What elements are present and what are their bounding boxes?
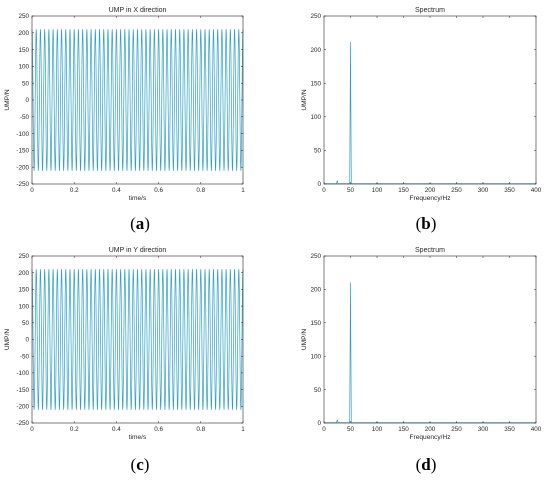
x-tick-label: 150	[398, 187, 409, 194]
x-tick-label: 0.2	[70, 187, 79, 194]
y-tick-label: -250	[16, 181, 29, 188]
x-tick-label: 150	[398, 426, 409, 433]
y-tick-label: 150	[310, 320, 321, 327]
x-tick-label: 100	[372, 187, 383, 194]
x-tick-label: 0.8	[196, 426, 205, 433]
x-axis-label: time/s	[129, 195, 147, 202]
x-tick-label: 400	[531, 426, 542, 433]
x-tick-label: 0	[30, 426, 34, 433]
x-tick-label: 0	[30, 187, 34, 194]
y-tick-label: 200	[310, 47, 321, 54]
x-tick-label: 400	[531, 187, 542, 194]
caption-b: (b)	[415, 214, 437, 233]
chart-title: Spectrum	[415, 7, 445, 14]
y-tick-label: 50	[22, 80, 30, 87]
y-axis-label: UMP/N	[301, 329, 308, 350]
y-tick-label: 200	[18, 270, 29, 277]
x-tick-label: 200	[425, 187, 436, 194]
y-tick-label: -100	[16, 370, 29, 377]
x-tick-label: 250	[451, 187, 462, 194]
y-tick-label: 200	[18, 30, 29, 37]
x-tick-label: 300	[478, 187, 489, 194]
caption-a: (a)	[130, 214, 150, 233]
y-tick-label: 250	[310, 13, 321, 20]
y-tick-label: 50	[22, 320, 30, 327]
x-tick-label: 0.6	[154, 426, 163, 433]
x-axis-label: Frequency/Hz	[409, 195, 450, 202]
x-tick-label: 0.4	[112, 426, 121, 433]
x-tick-label: 0.6	[154, 187, 163, 194]
y-tick-label: -50	[20, 114, 30, 121]
chart-title: UMP in X direction	[109, 7, 167, 14]
y-tick-label: 50	[314, 387, 322, 394]
y-tick-label: 0	[317, 181, 321, 188]
y-tick-label: 100	[18, 303, 29, 310]
y-tick-label: -50	[20, 353, 30, 360]
y-tick-label: 0	[25, 97, 29, 104]
y-tick-label: -200	[16, 164, 29, 171]
chart-title: UMP in Y direction	[109, 247, 167, 254]
x-tick-label: 200	[425, 426, 436, 433]
x-tick-label: 1	[241, 426, 245, 433]
x-tick-label: 350	[504, 426, 515, 433]
x-tick-label: 1	[241, 187, 245, 194]
series-line	[31, 29, 244, 171]
x-tick-label: 350	[504, 187, 515, 194]
y-tick-label: -150	[16, 148, 29, 155]
y-tick-label: 0	[25, 337, 29, 344]
x-tick-label: 250	[451, 426, 462, 433]
y-tick-label: 200	[310, 287, 321, 294]
y-tick-label: -150	[16, 387, 29, 394]
x-axis-label: Frequency/Hz	[409, 434, 450, 441]
x-tick-label: 50	[347, 426, 355, 433]
y-tick-label: -250	[16, 420, 29, 427]
y-tick-label: 100	[310, 114, 321, 121]
y-tick-label: 150	[18, 287, 29, 294]
x-tick-label: 0	[322, 426, 326, 433]
y-tick-label: 250	[18, 253, 29, 260]
series-line	[324, 282, 536, 424]
caption-c: (c)	[130, 455, 150, 474]
y-tick-label: 250	[310, 253, 321, 260]
y-tick-label: 150	[310, 80, 321, 87]
y-tick-label: 250	[18, 13, 29, 20]
x-tick-label: 50	[347, 187, 355, 194]
x-tick-label: 300	[478, 426, 489, 433]
x-tick-label: 100	[372, 426, 383, 433]
y-tick-label: -100	[16, 131, 29, 138]
x-tick-label: 0	[322, 187, 326, 194]
y-tick-label: -200	[16, 404, 29, 411]
x-tick-label: 0.8	[196, 187, 205, 194]
y-tick-label: 100	[310, 353, 321, 360]
y-axis-label: UMP/N	[301, 89, 308, 110]
y-tick-label: 150	[18, 47, 29, 54]
caption-d: (d)	[415, 455, 437, 474]
x-tick-label: 0.2	[70, 426, 79, 433]
x-axis-label: time/s	[129, 434, 147, 441]
y-tick-label: 100	[18, 64, 29, 71]
chart-title: Spectrum	[415, 247, 445, 254]
plot-area-frame	[323, 255, 537, 424]
y-axis-label: UMP/N	[4, 89, 11, 110]
y-tick-label: 50	[314, 148, 322, 155]
x-tick-label: 0.4	[112, 187, 121, 194]
y-tick-label: 0	[317, 420, 321, 427]
y-axis-label: UMP/N	[4, 329, 11, 350]
series-line	[31, 269, 244, 410]
